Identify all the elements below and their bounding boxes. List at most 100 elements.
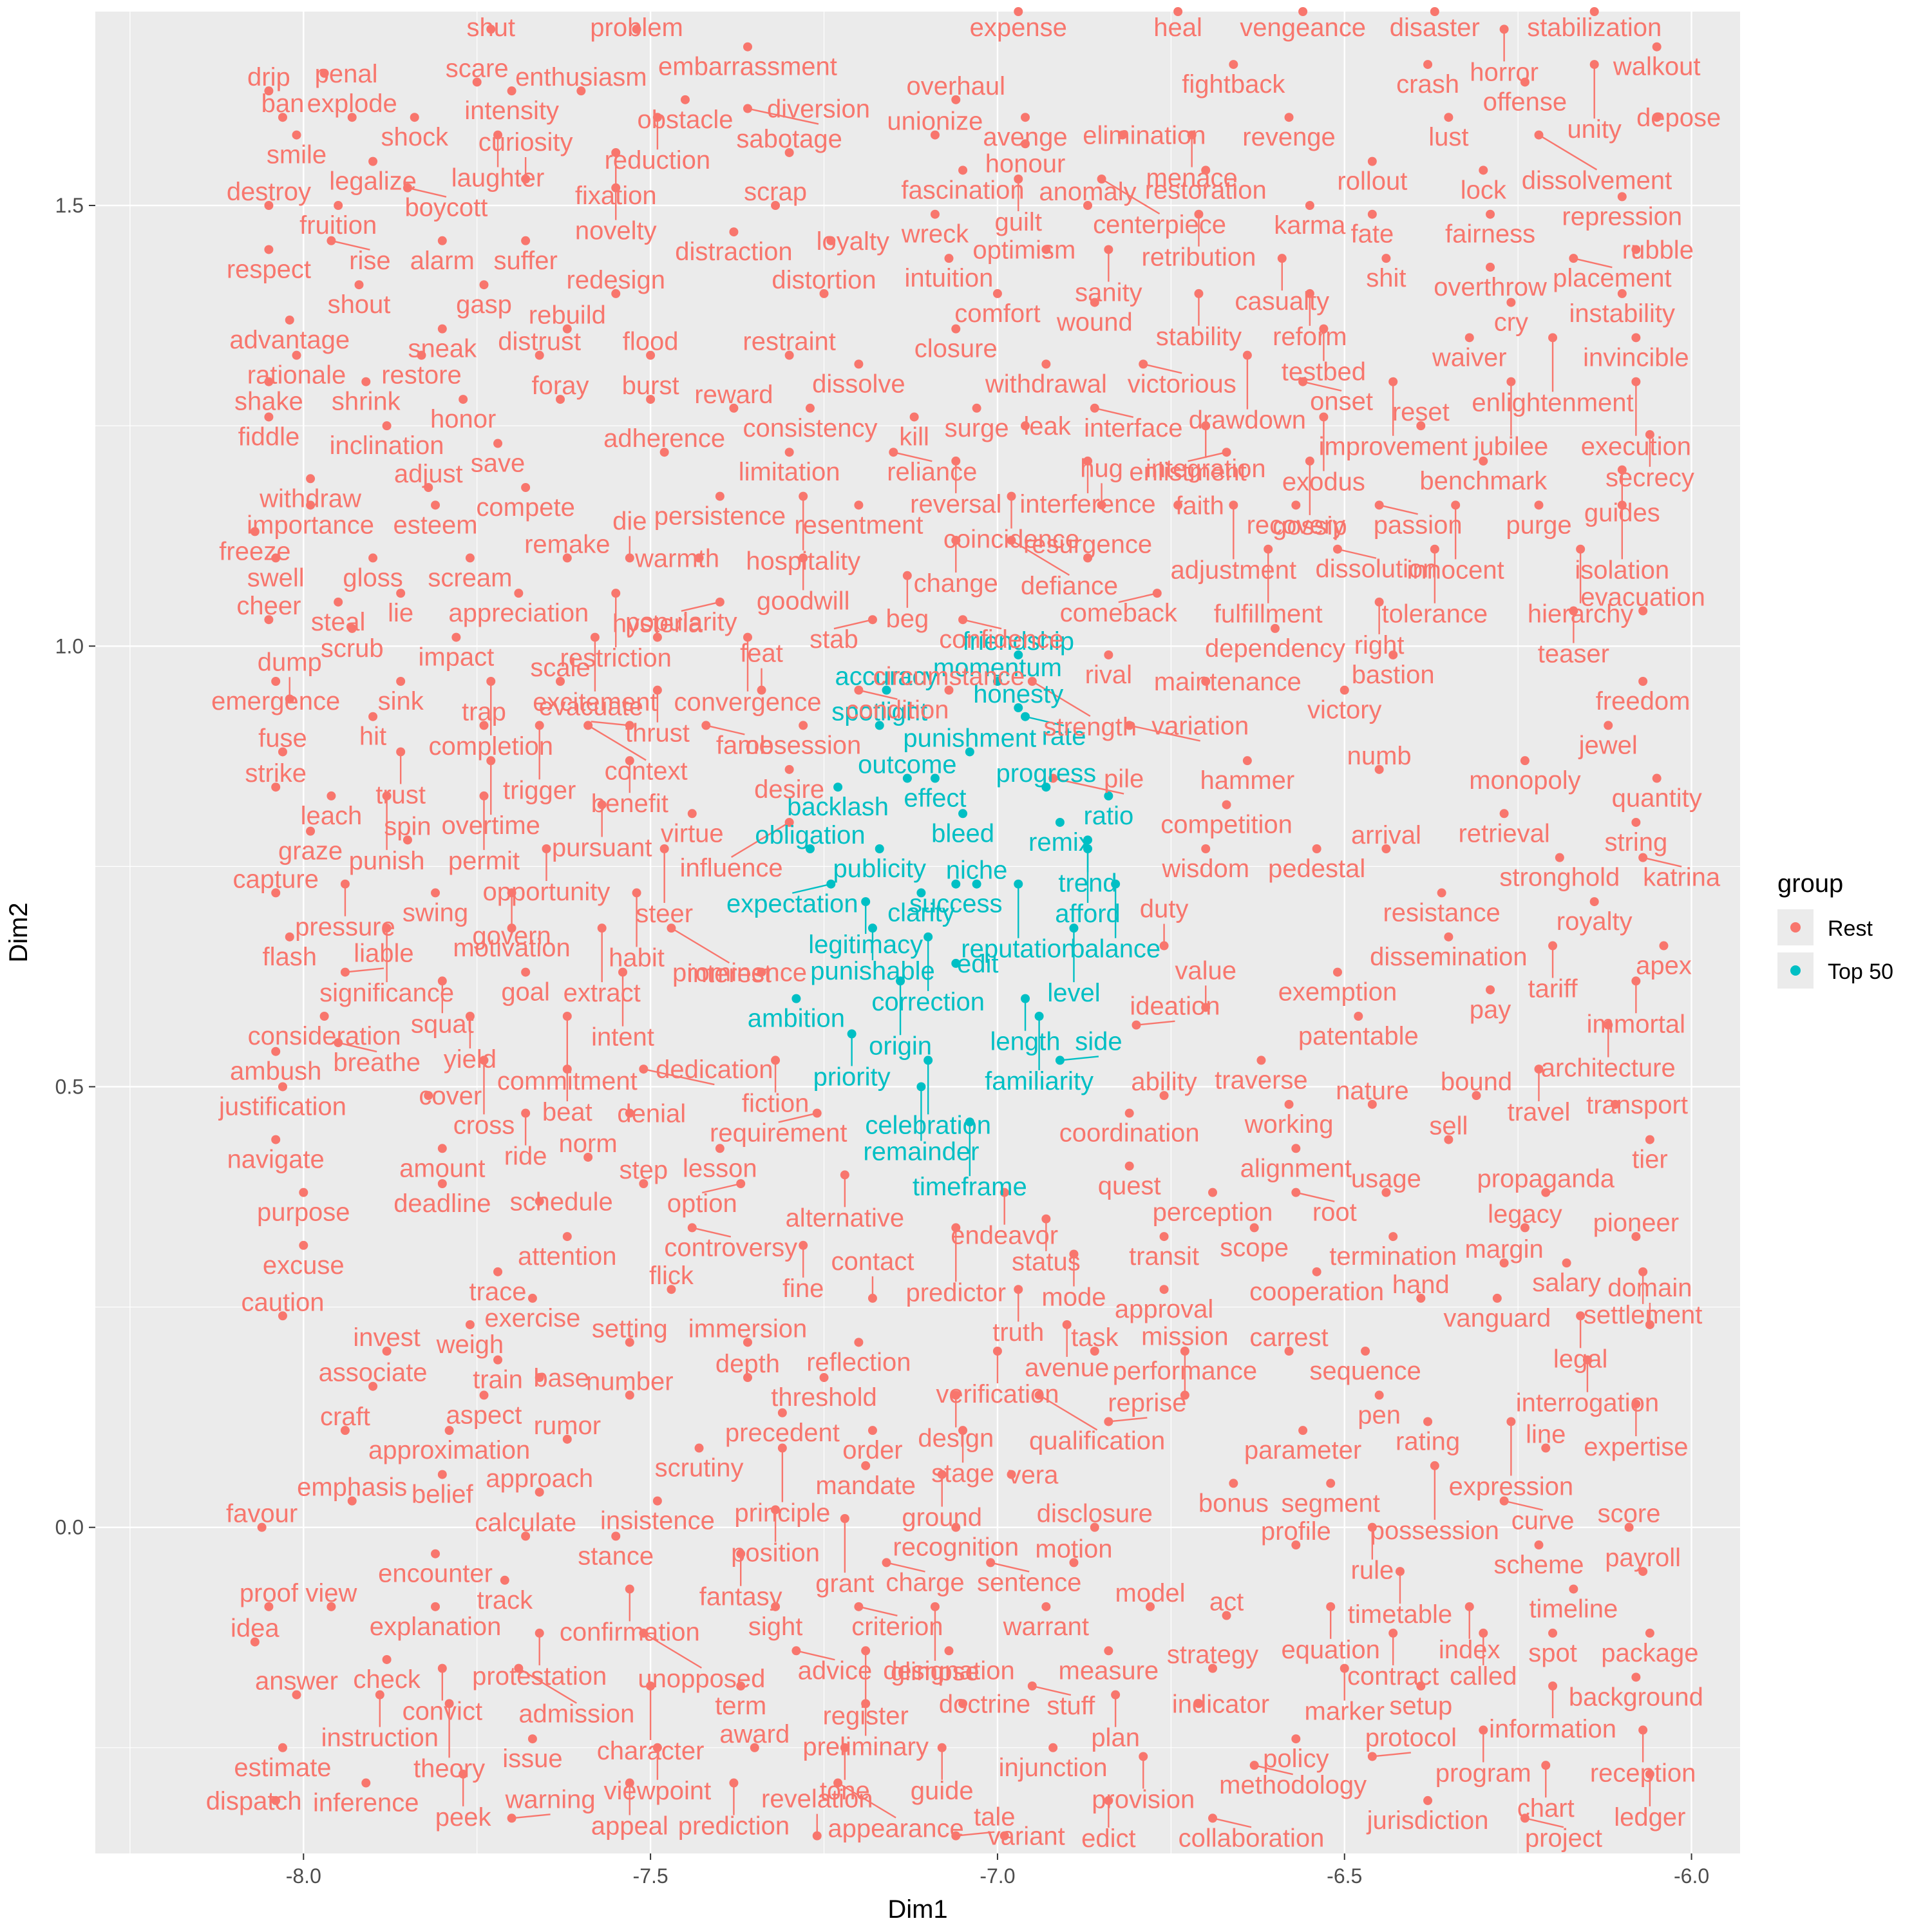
rest-label: mission — [1141, 1322, 1229, 1350]
rest-label: curiosity — [478, 128, 573, 156]
rest-label: called — [1450, 1662, 1517, 1690]
leader-line — [1524, 1817, 1564, 1828]
rest-point — [951, 536, 961, 545]
rest-point — [590, 632, 600, 642]
rest-point — [1229, 500, 1238, 510]
rest-point — [1617, 500, 1627, 510]
rest-label: package — [1601, 1639, 1698, 1667]
top50-point — [1083, 835, 1093, 845]
rest-label: appreciation — [448, 599, 589, 627]
rest-label: gossip — [1273, 512, 1347, 540]
rest-label: adherence — [603, 424, 725, 453]
rest-point — [1472, 1091, 1481, 1101]
rest-label: confirmation — [560, 1618, 700, 1646]
rest-point — [1374, 500, 1384, 510]
rest-label: reliance — [887, 458, 977, 486]
rest-label: evacuate — [539, 692, 643, 721]
rest-label: adjust — [394, 460, 463, 488]
rest-label: provision — [1092, 1785, 1195, 1814]
rest-point — [861, 1461, 871, 1470]
rest-point — [694, 553, 704, 563]
rest-label: chart — [1517, 1794, 1575, 1823]
rest-point — [1444, 1135, 1454, 1144]
leader-line — [518, 1667, 577, 1704]
rest-label: surge — [945, 414, 1009, 442]
rest-label: architecture — [1541, 1054, 1676, 1083]
rest-point — [1534, 500, 1544, 510]
rest-point — [999, 1188, 1009, 1197]
rest-point — [299, 1240, 308, 1250]
rest-label: steal — [311, 608, 366, 636]
rest-point — [507, 1814, 516, 1823]
top50-point — [833, 782, 843, 792]
rest-point — [271, 677, 281, 686]
rest-label: tariff — [1528, 975, 1578, 1003]
rest-label: reform — [1273, 323, 1347, 351]
rest-point — [1027, 677, 1037, 686]
rest-label: habit — [609, 943, 665, 972]
rest-point — [611, 589, 621, 598]
rest-point — [375, 1690, 384, 1700]
top50-point — [1055, 817, 1065, 827]
rest-point — [1104, 1795, 1113, 1805]
rest-label: background — [1569, 1683, 1703, 1711]
rest-label: virtue — [661, 819, 724, 848]
rest-point — [361, 1778, 371, 1788]
rest-label: rollout — [1337, 167, 1407, 196]
rest-label: obstacle — [637, 106, 733, 134]
rest-point — [757, 685, 766, 695]
rest-point — [1104, 1417, 1113, 1426]
rest-point — [264, 377, 274, 386]
rest-label: leak — [1023, 412, 1071, 440]
rest-point — [514, 589, 524, 598]
rest-point — [1326, 1479, 1336, 1488]
rest-point — [576, 86, 586, 96]
rest-label: cross — [453, 1111, 515, 1139]
rest-label: jurisdiction — [1367, 1806, 1489, 1835]
rest-label: register — [822, 1701, 908, 1730]
rest-label: pursuant — [552, 834, 652, 862]
rest-label: alternative — [786, 1204, 905, 1232]
rest-label: repression — [1562, 202, 1682, 231]
rest-point — [1208, 1814, 1217, 1823]
rest-point — [1388, 377, 1398, 386]
leader-line — [643, 1068, 715, 1086]
legend-label-rest: Rest — [1828, 916, 1873, 941]
rest-point — [1520, 77, 1530, 87]
rest-point — [278, 747, 287, 757]
rest-label: approximation — [368, 1436, 530, 1464]
rest-label: reversal — [910, 490, 1001, 518]
rest-label: rule — [1351, 1557, 1394, 1585]
rest-point — [340, 1426, 350, 1435]
rest-label: calculate — [475, 1508, 576, 1537]
rest-point — [1499, 24, 1509, 34]
rest-point — [819, 289, 829, 298]
rest-label: isolation — [1575, 556, 1669, 584]
rest-point — [1562, 1258, 1571, 1268]
rest-label: expression — [1449, 1472, 1573, 1501]
rest-point — [271, 782, 281, 792]
rest-label: information — [1489, 1715, 1616, 1743]
rest-label: fairness — [1445, 220, 1535, 249]
rest-label: crash — [1396, 70, 1459, 99]
rest-label: consistency — [743, 414, 877, 442]
rest-label: breathe — [333, 1048, 421, 1077]
rest-label: limitation — [739, 458, 840, 486]
rest-label: idea — [231, 1615, 279, 1643]
top50-label: edit — [957, 950, 999, 978]
rest-label: persistence — [654, 502, 786, 531]
rest-label: settlement — [1584, 1301, 1703, 1329]
x-tick-label: -7.5 — [633, 1864, 668, 1888]
rest-label: indicator — [1172, 1690, 1269, 1718]
rest-point — [382, 791, 392, 800]
top50-label: remainder — [863, 1137, 979, 1166]
rest-label: policy — [1263, 1745, 1329, 1773]
rest-point — [1617, 289, 1627, 298]
rest-label: protocol — [1365, 1723, 1457, 1752]
top50-label: ratio — [1083, 802, 1133, 830]
rest-point — [264, 86, 274, 96]
rest-label: restriction — [560, 644, 672, 672]
rest-point — [799, 553, 808, 563]
rest-point — [1117, 130, 1127, 140]
rest-label: edict — [1081, 1824, 1136, 1853]
